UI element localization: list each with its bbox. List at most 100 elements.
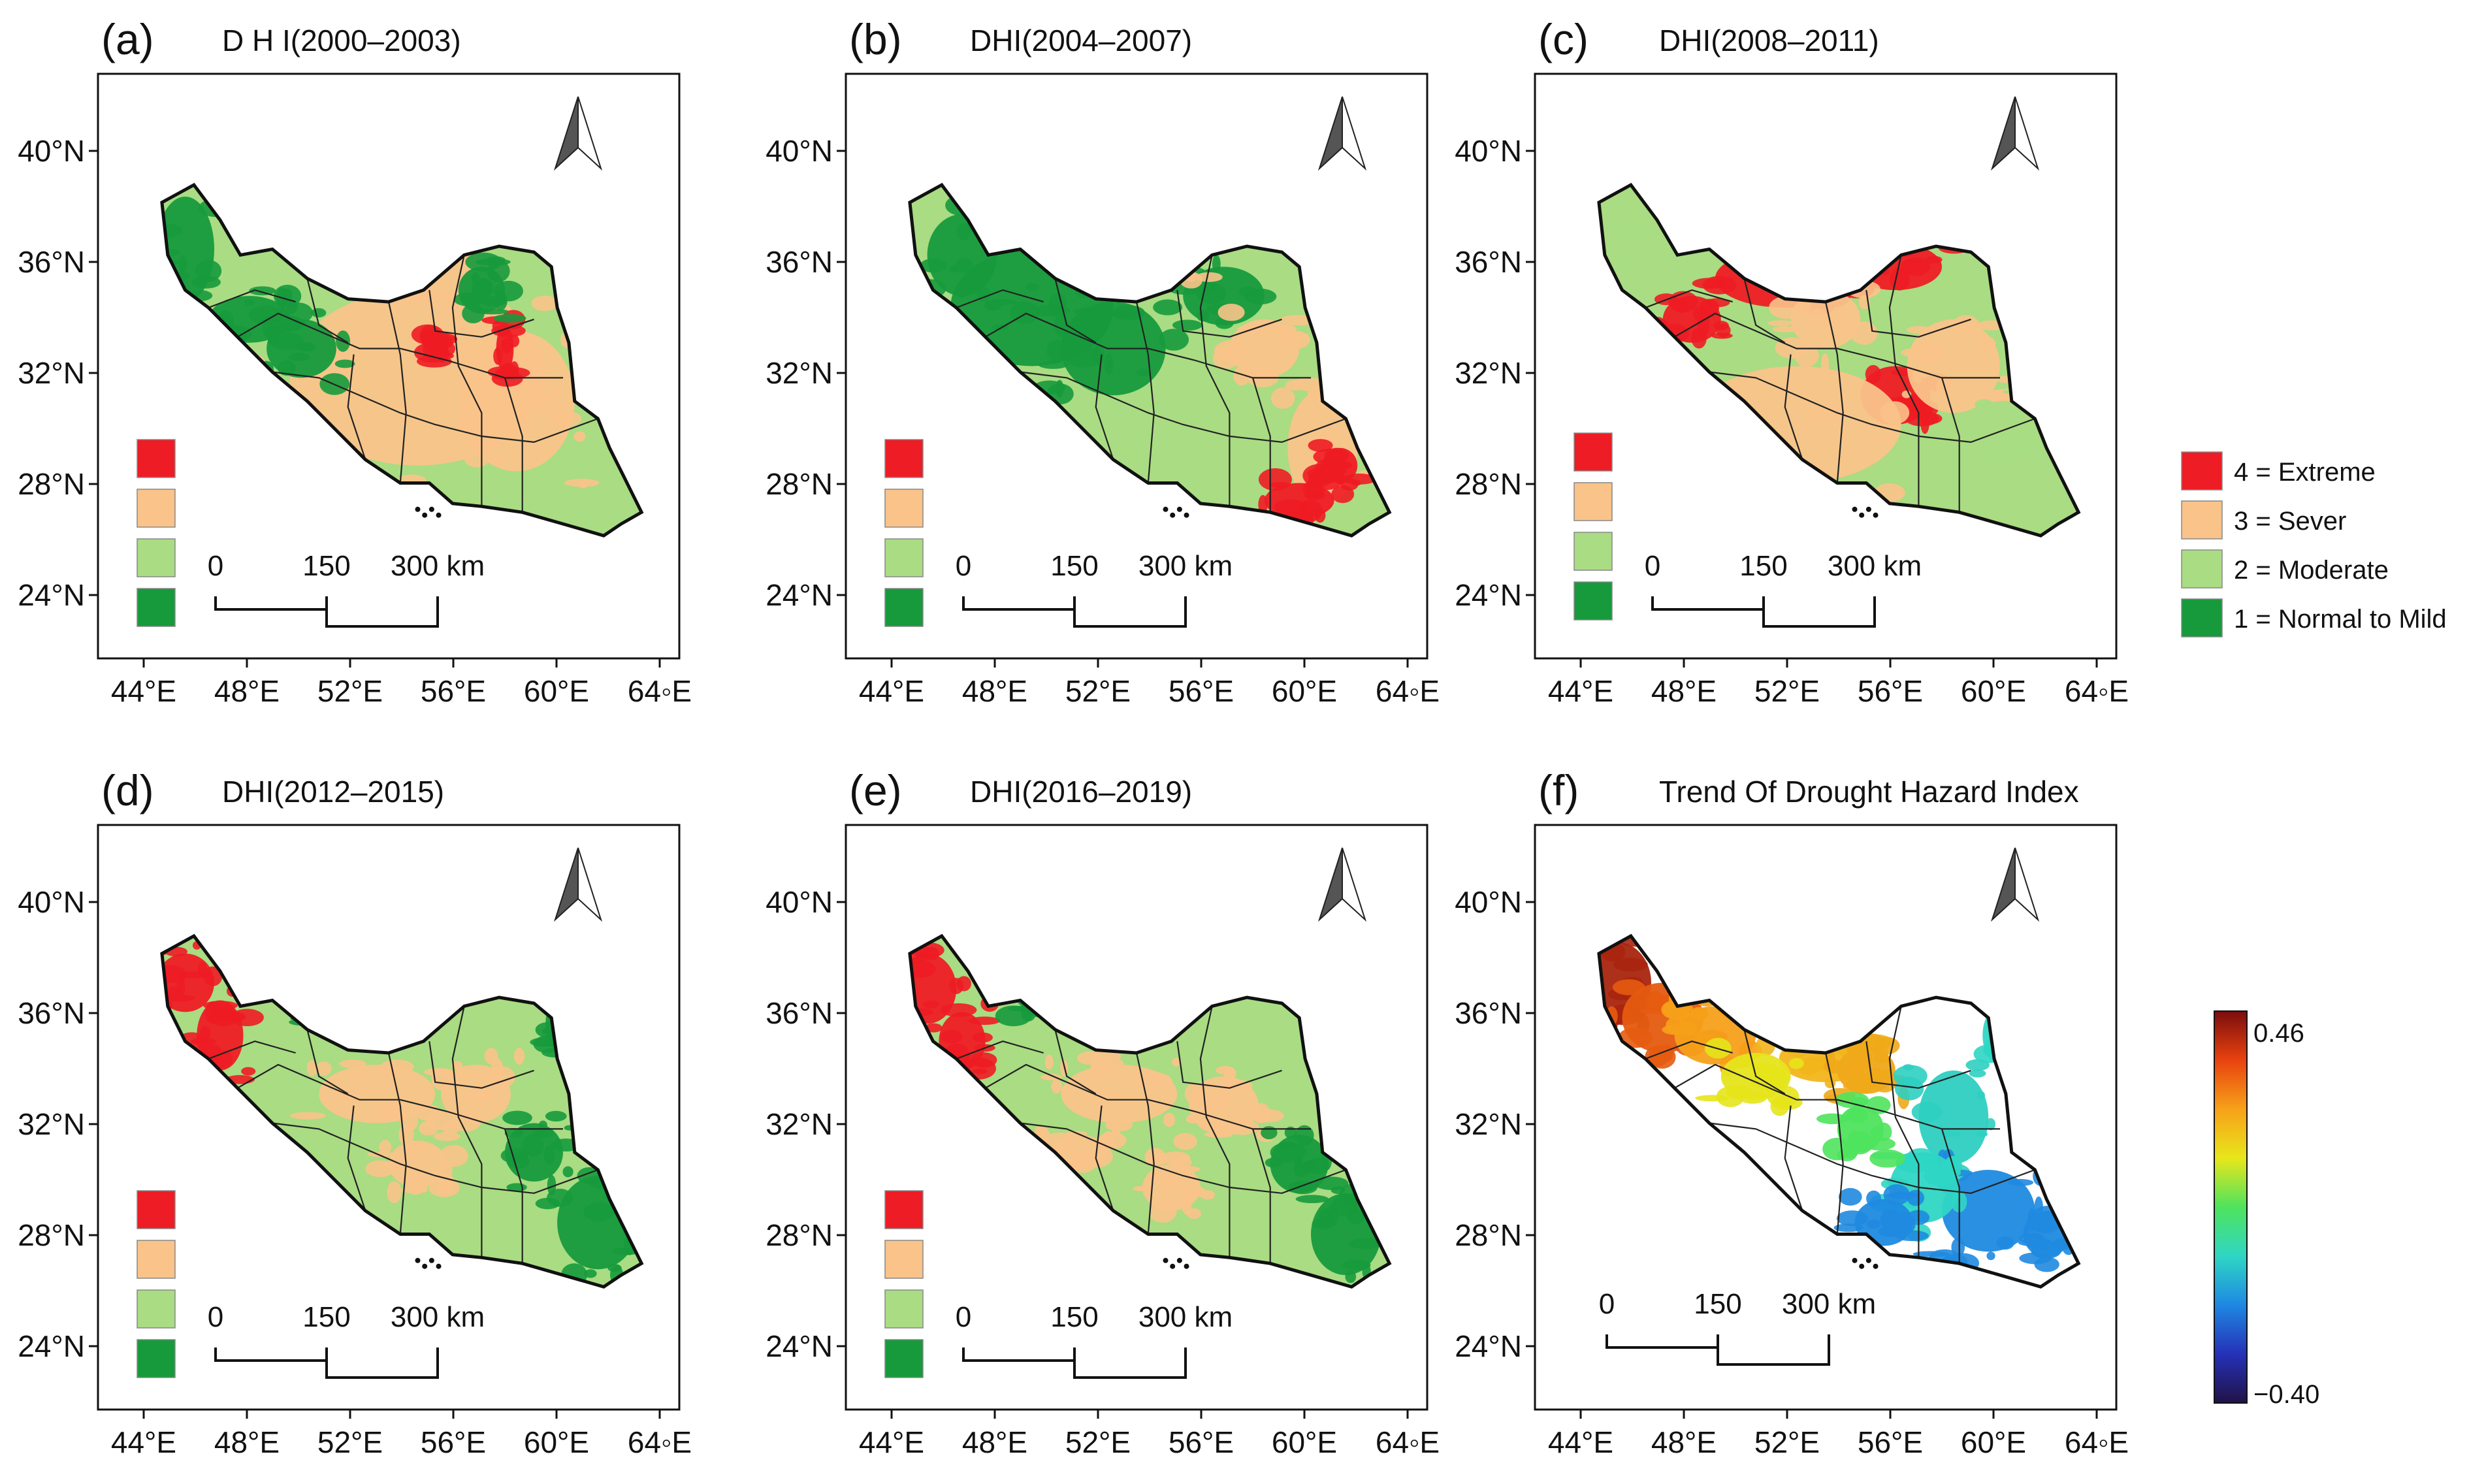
province-boundary bbox=[1674, 312, 2000, 379]
hazard-speckle bbox=[379, 1059, 414, 1074]
province-boundary bbox=[1888, 255, 1920, 507]
hazard-speckle bbox=[1692, 278, 1728, 289]
hazard-speckle bbox=[464, 450, 490, 468]
y-tick-label: 40°N bbox=[18, 885, 85, 919]
y-tick-label: 28°N bbox=[1455, 1218, 1522, 1252]
hazard-speckle bbox=[985, 299, 1018, 306]
hazard-speckle bbox=[1074, 307, 1103, 315]
panel-title: DHI(2012–2015) bbox=[222, 775, 444, 809]
hazard-speckle bbox=[1340, 477, 1359, 491]
hazard-speckle bbox=[1133, 1186, 1148, 1191]
hazard-speckle bbox=[433, 1132, 460, 1141]
scale-label: 0 bbox=[1599, 1288, 1615, 1320]
hazard-speckle bbox=[972, 1032, 993, 1043]
hazard-speckle bbox=[1977, 1091, 1985, 1100]
class-swatch bbox=[1573, 432, 1613, 472]
hazard-speckle bbox=[296, 342, 317, 352]
island bbox=[1170, 1263, 1176, 1269]
hazard-speckle bbox=[179, 971, 212, 978]
hazard-speckle bbox=[1612, 979, 1645, 995]
hazard-speckle bbox=[1265, 1157, 1282, 1168]
hazard-speckle bbox=[1279, 315, 1315, 326]
province-boundary bbox=[237, 1063, 563, 1130]
province-boundary bbox=[1199, 1006, 1231, 1258]
scale-label: 0 bbox=[208, 550, 223, 582]
hazard-speckle bbox=[487, 366, 519, 378]
island bbox=[1170, 512, 1176, 518]
scale-label: 150 bbox=[1050, 550, 1098, 582]
x-tick-label: 44°E bbox=[859, 1425, 924, 1459]
hazard-speckle bbox=[1271, 324, 1297, 335]
hazard-speckle bbox=[484, 1048, 498, 1065]
hazard-speckle bbox=[494, 280, 524, 302]
hazard-speckle bbox=[1258, 468, 1292, 491]
legend-label: 1 = Normal to Mild bbox=[2234, 605, 2447, 634]
hazard-speckle bbox=[1212, 255, 1221, 273]
province-boundary bbox=[1743, 278, 1786, 344]
hazard-speckle bbox=[1295, 1195, 1329, 1204]
map-panel-b: (b) DHI(2004–2007) 40°N 36°N 32°N 28°N 24°N 44°… bbox=[766, 15, 1440, 708]
province-boundary bbox=[1054, 1029, 1097, 1095]
hazard-speckle bbox=[1025, 283, 1040, 291]
hazard-speckle bbox=[1104, 353, 1114, 375]
province-boundary bbox=[237, 312, 563, 379]
province-boundary bbox=[1176, 289, 1282, 338]
hazard-speckle bbox=[1171, 1057, 1182, 1067]
hazard-speckle bbox=[284, 302, 313, 324]
hazard-speckle bbox=[1833, 1223, 1864, 1233]
colorbar-ramp bbox=[2214, 1010, 2248, 1404]
hazard-speckle bbox=[1986, 400, 2022, 413]
island bbox=[1852, 1257, 1858, 1263]
province-boundary bbox=[1645, 289, 1733, 309]
hazard-speckle bbox=[334, 359, 355, 368]
y-tick-label: 28°N bbox=[18, 1218, 85, 1252]
hazard-speckle bbox=[1131, 1073, 1150, 1080]
hazard-speckle bbox=[451, 1061, 463, 1070]
hazard-speckle bbox=[1836, 1210, 1868, 1227]
province-boundary bbox=[1865, 289, 1971, 338]
hazard-speckle bbox=[315, 1061, 332, 1076]
island bbox=[436, 512, 442, 518]
y-tick-label: 40°N bbox=[18, 134, 85, 168]
hazard-speckle bbox=[1905, 1148, 1937, 1169]
hazard-patch bbox=[389, 1140, 447, 1187]
x-tick-label: 56°E bbox=[421, 674, 486, 708]
hazard-speckle bbox=[1899, 1218, 1908, 1231]
panel-letter: (e) bbox=[849, 766, 902, 815]
colorbar-min-label: −0.40 bbox=[2253, 1380, 2319, 1409]
island bbox=[1873, 512, 1879, 518]
y-tick-label: 24°N bbox=[18, 1329, 85, 1363]
hazard-speckle bbox=[1184, 1082, 1205, 1105]
hazard-speckle bbox=[1906, 326, 1933, 334]
hazard-speckle bbox=[523, 393, 552, 407]
hazard-speckle bbox=[1895, 1230, 1929, 1242]
hazard-speckle bbox=[249, 286, 276, 296]
hazard-speckle bbox=[1894, 490, 1903, 499]
hazard-speckle bbox=[1668, 291, 1698, 313]
province-boundary bbox=[1020, 371, 1346, 444]
hazard-speckle bbox=[1153, 299, 1183, 315]
hazard-speckle bbox=[1903, 1064, 1914, 1071]
hazard-speckle bbox=[1769, 296, 1803, 319]
hazard-speckle bbox=[1816, 1113, 1848, 1125]
hazard-speckle bbox=[1690, 1007, 1709, 1020]
province-boundary bbox=[1784, 354, 1803, 460]
legend-swatch bbox=[2181, 451, 2223, 491]
scale-bar bbox=[1606, 1334, 1830, 1366]
scale-bar bbox=[214, 596, 439, 628]
y-tick-label: 32°N bbox=[1455, 356, 1522, 390]
hazard-speckle bbox=[541, 1027, 553, 1035]
panel-letter: (f) bbox=[1538, 766, 1579, 815]
scale-label: 0 bbox=[208, 1301, 223, 1333]
hazard-speckle bbox=[1958, 417, 1992, 437]
y-tick-label: 28°N bbox=[766, 1218, 833, 1252]
x-tick-label: 56°E bbox=[1858, 1425, 1923, 1459]
x-tick-label: 60°E bbox=[1272, 1425, 1337, 1459]
province-boundary bbox=[1784, 1105, 1803, 1212]
hazard-speckle bbox=[547, 1174, 557, 1196]
province-boundary bbox=[504, 1129, 523, 1264]
hazard-speckle bbox=[436, 340, 449, 363]
x-tick-label: 52°E bbox=[1065, 1425, 1131, 1459]
legend-label: 2 = Moderate bbox=[2234, 556, 2389, 585]
scale-label: 300 km bbox=[1138, 550, 1233, 582]
